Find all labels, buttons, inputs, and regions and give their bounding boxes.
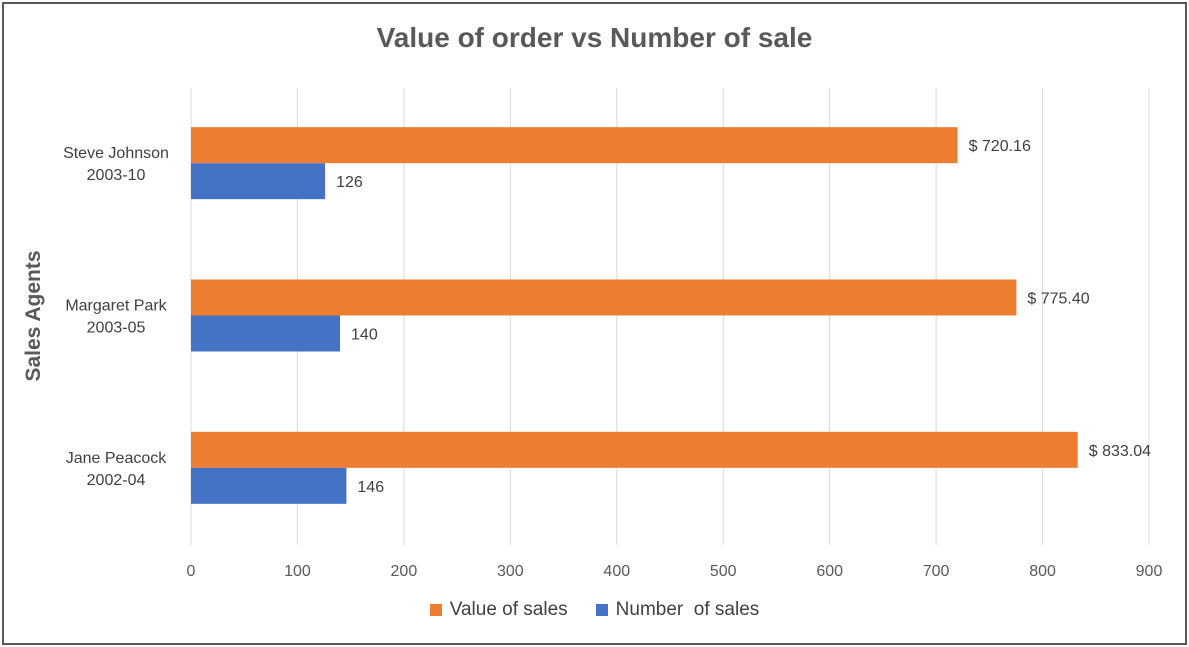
- x-tick-label-300: 300: [497, 563, 524, 580]
- x-tick-label-800: 800: [1029, 563, 1056, 580]
- category-label: Steve Johnson: [63, 145, 169, 162]
- data-label-0-1: $ 775.40: [1027, 291, 1089, 308]
- data-label-1-0: 126: [336, 174, 363, 191]
- data-label-0-2: $ 833.04: [1089, 443, 1151, 460]
- category-label: 2002-04: [87, 472, 146, 489]
- category-label: 2003-10: [87, 167, 146, 184]
- data-label-0-0: $ 720.16: [969, 138, 1031, 155]
- bar-1-0: [191, 163, 326, 200]
- x-tick-label-900: 900: [1136, 563, 1163, 580]
- category-label: 2003-05: [87, 320, 146, 337]
- category-label: Margaret Park: [65, 298, 167, 315]
- data-label-1-2: 146: [357, 479, 384, 496]
- bar-0-2: [191, 431, 1078, 468]
- bar-0-0: [191, 127, 958, 164]
- x-tick-label-700: 700: [923, 563, 950, 580]
- bar-0-1: [191, 279, 1017, 316]
- legend-swatch-number-of-sales: [595, 604, 608, 616]
- legend-item-number-of-sales: Number of sales: [595, 599, 760, 621]
- data-label-1-1: 140: [351, 327, 378, 344]
- legend-swatch-value-of-sales: [429, 604, 442, 616]
- legend-item-value-of-sales: Value of sales: [429, 599, 568, 621]
- bar-1-1: [191, 315, 341, 352]
- category-label: Jane Peacock: [66, 450, 168, 467]
- x-tick-label-0: 0: [187, 563, 196, 580]
- legend: Value of sales Number of sales: [0, 599, 1189, 621]
- x-tick-label-200: 200: [391, 563, 418, 580]
- legend-label-value-of-sales: Value of sales: [449, 599, 568, 620]
- chart-title: Value of order vs Number of sale: [376, 22, 813, 53]
- x-tick-label-100: 100: [284, 563, 311, 580]
- x-tick-label-500: 500: [710, 563, 737, 580]
- legend-label-number-of-sales: Number of sales: [615, 599, 760, 620]
- x-tick-label-400: 400: [603, 563, 630, 580]
- bar-1-2: [191, 467, 347, 504]
- x-tick-label-600: 600: [816, 563, 843, 580]
